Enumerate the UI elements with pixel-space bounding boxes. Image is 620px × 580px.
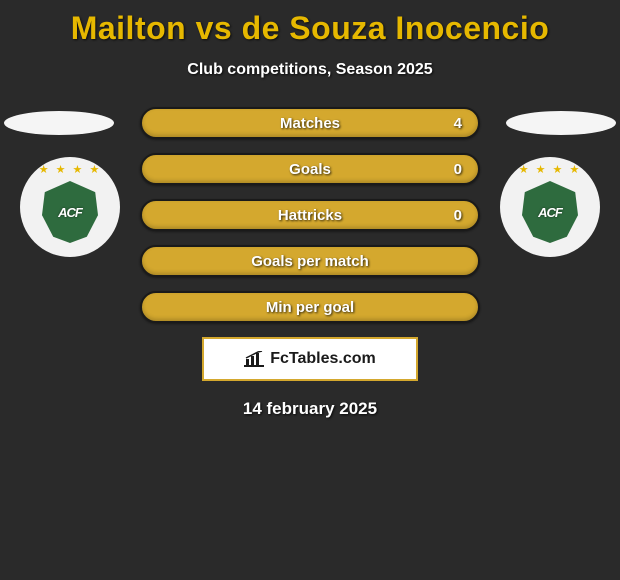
stat-row-matches: Matches 4	[140, 107, 480, 139]
stat-row-min-per-goal: Min per goal	[140, 291, 480, 323]
stat-value: 4	[454, 115, 462, 132]
player-avatar-left	[4, 111, 114, 135]
footer-date: 14 february 2025	[0, 399, 620, 419]
page-subtitle: Club competitions, Season 2025	[0, 61, 620, 79]
stat-label: Goals per match	[251, 253, 369, 270]
stars-icon: ★ ★ ★ ★	[39, 163, 102, 176]
stat-label: Hattricks	[278, 207, 342, 224]
chart-icon	[244, 351, 264, 367]
stat-label: Min per goal	[266, 299, 354, 316]
shield-icon: ACF	[42, 181, 98, 243]
club-badge-text: ACF	[538, 205, 562, 220]
stat-row-goals: Goals 0	[140, 153, 480, 185]
comparison-content: ★ ★ ★ ★ ACF ★ ★ ★ ★ ACF Matches 4 Goals …	[0, 107, 620, 419]
page-title: Mailton vs de Souza Inocencio	[0, 0, 620, 47]
shield-icon: ACF	[522, 181, 578, 243]
club-badge-left: ★ ★ ★ ★ ACF	[20, 157, 120, 257]
stat-row-goals-per-match: Goals per match	[140, 245, 480, 277]
club-badge-text: ACF	[58, 205, 82, 220]
brand-text: FcTables.com	[270, 350, 376, 368]
stars-icon: ★ ★ ★ ★	[519, 163, 582, 176]
stat-value: 0	[454, 207, 462, 224]
club-badge-right: ★ ★ ★ ★ ACF	[500, 157, 600, 257]
stats-table: Matches 4 Goals 0 Hattricks 0 Goals per …	[140, 107, 480, 323]
player-avatar-right	[506, 111, 616, 135]
stat-label: Goals	[289, 161, 331, 178]
stat-value: 0	[454, 161, 462, 178]
stat-row-hattricks: Hattricks 0	[140, 199, 480, 231]
stat-label: Matches	[280, 115, 340, 132]
brand-attribution[interactable]: FcTables.com	[202, 337, 418, 381]
